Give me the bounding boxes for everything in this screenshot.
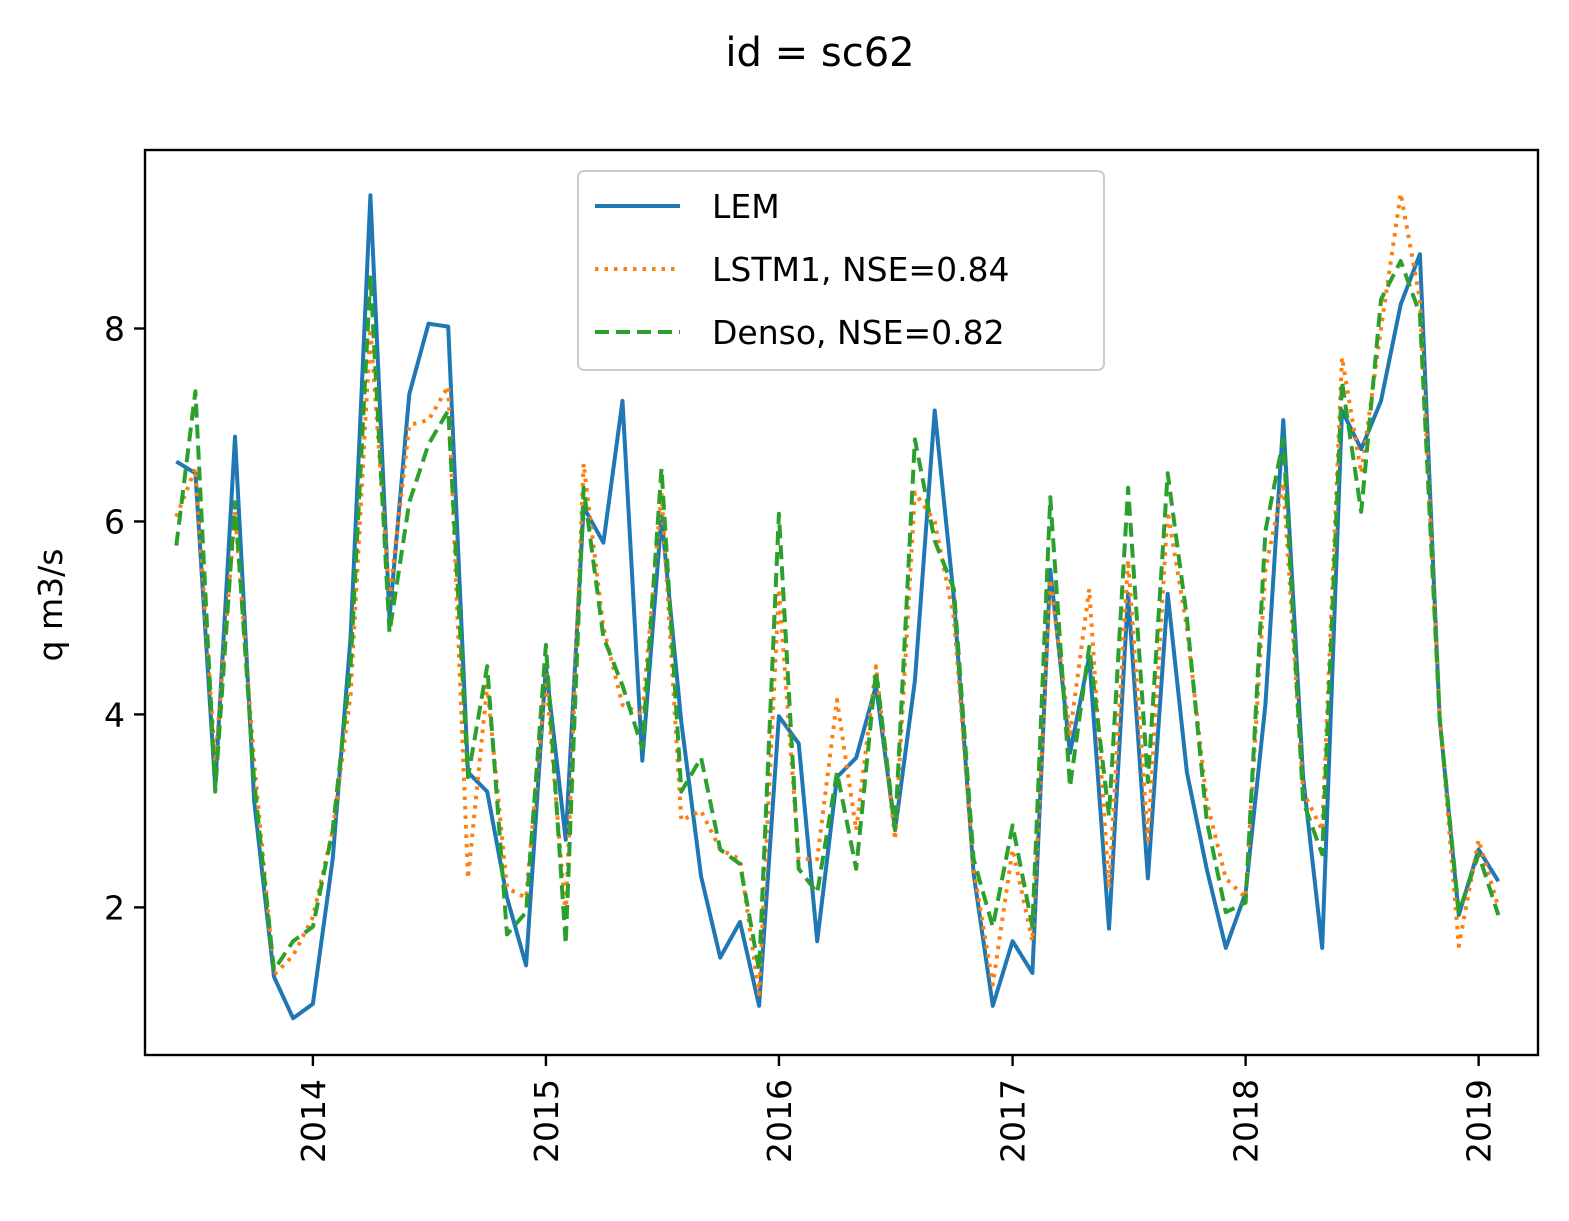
plot-frame xyxy=(143,148,1540,1057)
x-tick-label: 2018 xyxy=(1227,1079,1266,1163)
x-tick-label: 2016 xyxy=(760,1079,799,1163)
y-tick-label: 6 xyxy=(104,502,125,541)
x-tick-label: 2014 xyxy=(294,1079,333,1163)
x-tick-label: 2017 xyxy=(994,1079,1033,1163)
legend: LEM LSTM1, NSE=0.84 Denso, NSE=0.82 xyxy=(577,170,1105,371)
legend-label-denso-nse-0-82: Denso, NSE=0.82 xyxy=(712,313,1005,352)
y-axis: 2 4 6 8 xyxy=(104,309,145,927)
x-tick-label: 2019 xyxy=(1460,1079,1499,1163)
y-tick-label: 2 xyxy=(104,888,125,927)
series-line-lstm1-nse-0-84 xyxy=(174,191,1501,997)
y-axis-label: q m3/s xyxy=(31,549,70,662)
x-axis: 2014 2015 2016 2017 2018 2019 xyxy=(294,1055,1499,1163)
y-tick-label: 4 xyxy=(104,695,125,734)
legend-box xyxy=(577,170,1105,371)
series-layer xyxy=(174,191,1501,1021)
chart-title: id = sc62 xyxy=(725,30,914,76)
legend-label-lstm1-nse-0-84: LSTM1, NSE=0.84 xyxy=(712,250,1010,289)
legend-label-lem: LEM xyxy=(712,187,780,226)
x-tick-label: 2015 xyxy=(527,1079,566,1163)
y-tick-label: 8 xyxy=(104,309,125,348)
